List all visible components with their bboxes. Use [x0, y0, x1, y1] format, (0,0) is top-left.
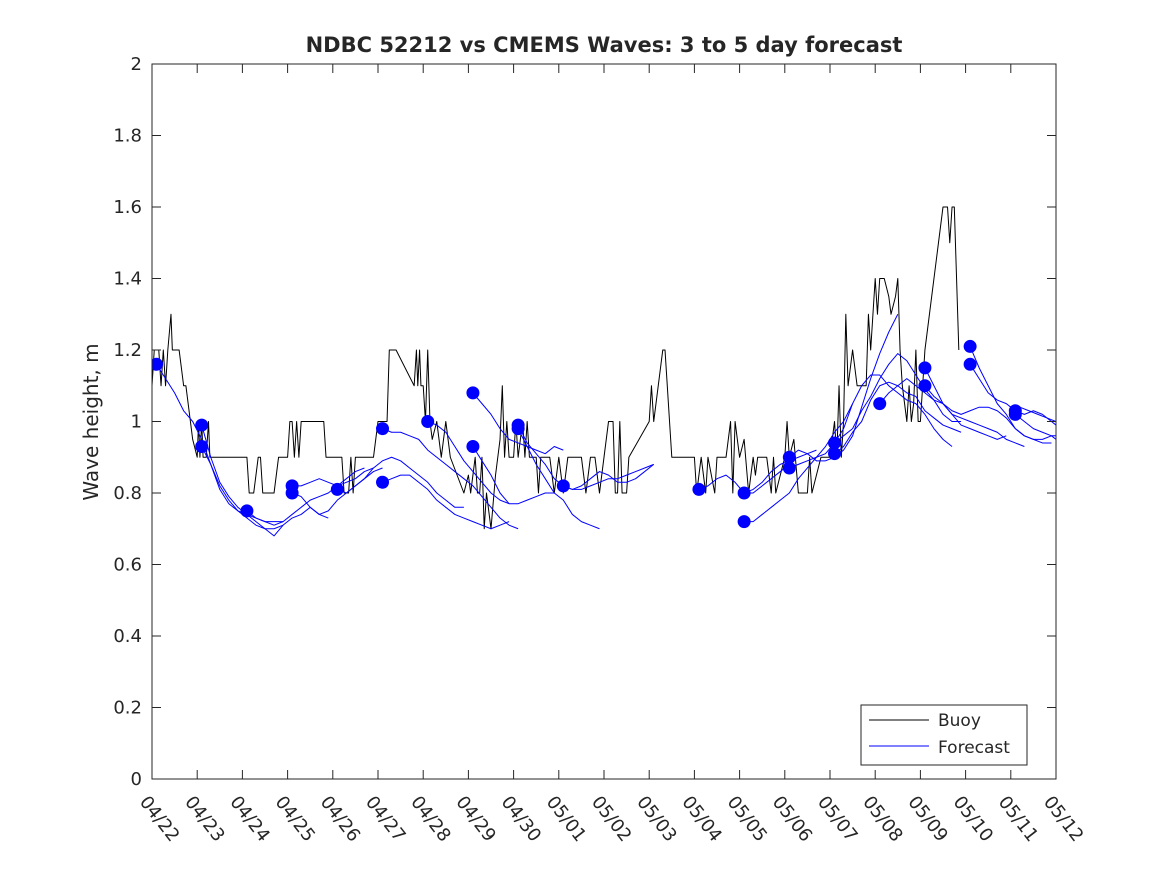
- forecast-line-segment: [743, 449, 817, 494]
- y-tick-label: 1.8: [113, 126, 142, 147]
- forecast-start-marker: [376, 475, 390, 489]
- y-tick-label: 0.8: [113, 483, 142, 504]
- y-axis-label: Wave height, m: [79, 343, 103, 500]
- forecast-line-segment: [563, 464, 655, 490]
- plot-area: [152, 206, 1056, 537]
- forecast-start-marker: [918, 361, 932, 375]
- forecast-line-segment: [201, 424, 329, 537]
- y-tick-label: 2: [131, 54, 142, 75]
- forecast-line-segment: [969, 346, 1056, 440]
- forecast-start-marker: [918, 379, 932, 393]
- y-tick-label: 1.2: [113, 340, 142, 361]
- forecast-line-segment: [337, 456, 464, 508]
- forecast-start-marker: [511, 422, 525, 436]
- forecast-line-segment: [924, 367, 1025, 447]
- forecast-line-segment: [472, 446, 510, 505]
- forecast-line-segment: [382, 474, 510, 530]
- forecast-start-marker: [1008, 407, 1022, 421]
- forecast-start-marker: [466, 386, 480, 400]
- forecast-line-segment: [789, 314, 899, 462]
- forecast-line-segment: [744, 403, 854, 523]
- forecast-line-segment: [427, 421, 555, 505]
- legend: Buoy Forecast: [860, 704, 1028, 766]
- plot-clip-group: [152, 206, 1056, 537]
- forecast-start-marker: [963, 357, 977, 371]
- forecast-start-marker: [466, 440, 480, 454]
- forecast-start-marker: [195, 418, 209, 432]
- forecast-line-segment: [472, 392, 564, 455]
- forecast-line-segment: [291, 467, 383, 515]
- forecast-line-segment: [517, 424, 654, 490]
- forecast-start-marker: [330, 482, 344, 496]
- forecast-line-segment: [789, 374, 953, 469]
- forecast-start-marker: [963, 339, 977, 353]
- forecast-start-marker: [556, 479, 570, 493]
- forecast-line-segment: [1015, 410, 1056, 426]
- forecast-line-segment: [517, 428, 600, 530]
- forecast-line-segment: [156, 364, 284, 530]
- forecast-start-marker: [421, 415, 435, 428]
- forecast-start-marker: [873, 397, 887, 411]
- forecast-start-marker: [240, 504, 254, 518]
- y-tick-label: 0.4: [113, 626, 142, 647]
- forecast-start-marker: [828, 447, 842, 461]
- forecast-start-marker: [828, 436, 842, 450]
- forecast-line-segment: [1015, 413, 1056, 440]
- y-tick-label: 1.4: [113, 269, 142, 290]
- forecast-line-segment: [292, 467, 374, 487]
- forecast-line-segment: [246, 467, 365, 526]
- forecast-start-marker: [782, 461, 796, 475]
- chart-title: NDBC 52212 vs CMEMS Waves: 3 to 5 day fo…: [306, 33, 903, 57]
- y-tick-label: 0.6: [113, 555, 142, 576]
- forecast-start-marker: [285, 486, 299, 500]
- y-tick-label: 0: [131, 769, 142, 790]
- forecast-line-segment: [834, 353, 962, 444]
- y-tick-label: 0.2: [113, 698, 142, 719]
- legend-buoy-label: Buoy: [938, 711, 981, 731]
- forecast-start-marker: [152, 357, 164, 371]
- forecast-start-marker: [737, 486, 751, 500]
- forecast-start-marker: [692, 482, 706, 496]
- legend-forecast-label: Forecast: [938, 738, 1010, 758]
- buoy-line-segment: [152, 206, 960, 530]
- forecast-start-marker: [195, 440, 209, 454]
- forecast-start-marker: [376, 422, 390, 436]
- forecast-start-marker: [782, 450, 796, 464]
- y-tick-label: 1: [131, 412, 142, 433]
- forecast-line-segment: [382, 428, 519, 530]
- legend-box: [860, 704, 1028, 766]
- forecast-start-marker: [737, 515, 751, 529]
- y-tick-label: 1.6: [113, 197, 142, 218]
